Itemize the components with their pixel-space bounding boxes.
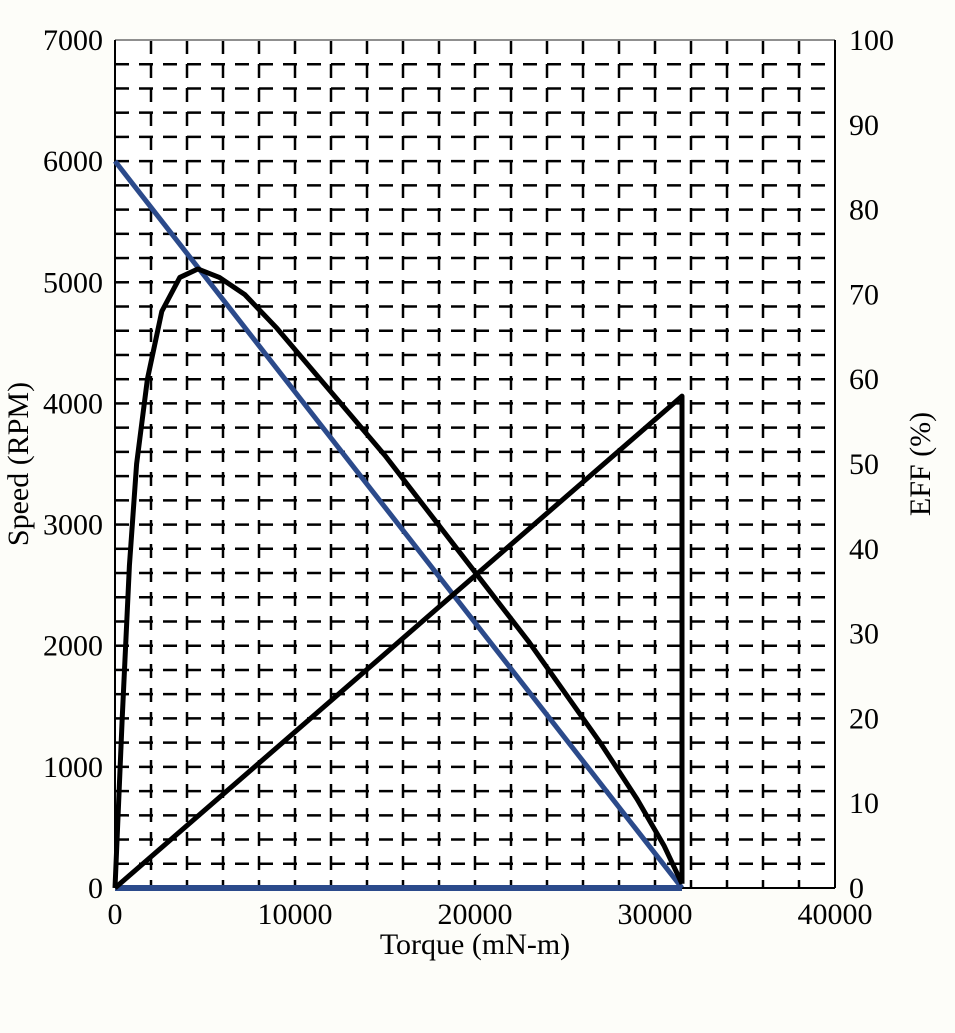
x-axis-label: Torque (mN-m)	[380, 928, 570, 961]
y-left-tick-label: 2000	[43, 630, 103, 663]
y-left-tick-label: 5000	[43, 266, 103, 299]
y-right-tick-label: 0	[849, 872, 864, 905]
x-tick-label: 20000	[438, 898, 513, 931]
y-right-tick-label: 80	[849, 194, 879, 227]
x-tick-label: 10000	[258, 898, 333, 931]
y-left-tick-label: 0	[88, 872, 103, 905]
x-tick-label: 0	[108, 898, 123, 931]
chart-svg: 010000200003000040000Torque (mN-m)010002…	[0, 0, 955, 1033]
y-right-tick-label: 20	[849, 702, 879, 735]
y-left-tick-label: 6000	[43, 145, 103, 178]
x-tick-label: 30000	[618, 898, 693, 931]
y-left-tick-label: 3000	[43, 509, 103, 542]
y-right-tick-label: 40	[849, 533, 879, 566]
y-left-tick-label: 1000	[43, 751, 103, 784]
y-right-axis-label: EFF (%)	[904, 412, 937, 516]
y-right-tick-label: 60	[849, 363, 879, 396]
motor-chart: 010000200003000040000Torque (mN-m)010002…	[0, 0, 955, 1033]
y-right-tick-label: 10	[849, 787, 879, 820]
y-left-tick-label: 4000	[43, 387, 103, 420]
y-right-tick-label: 50	[849, 448, 879, 481]
y-right-tick-label: 100	[849, 24, 894, 57]
y-right-tick-label: 70	[849, 278, 879, 311]
y-right-tick-label: 90	[849, 109, 879, 142]
y-left-axis-label: Speed (RPM)	[2, 382, 35, 546]
y-left-tick-label: 7000	[43, 24, 103, 57]
y-right-tick-label: 30	[849, 618, 879, 651]
